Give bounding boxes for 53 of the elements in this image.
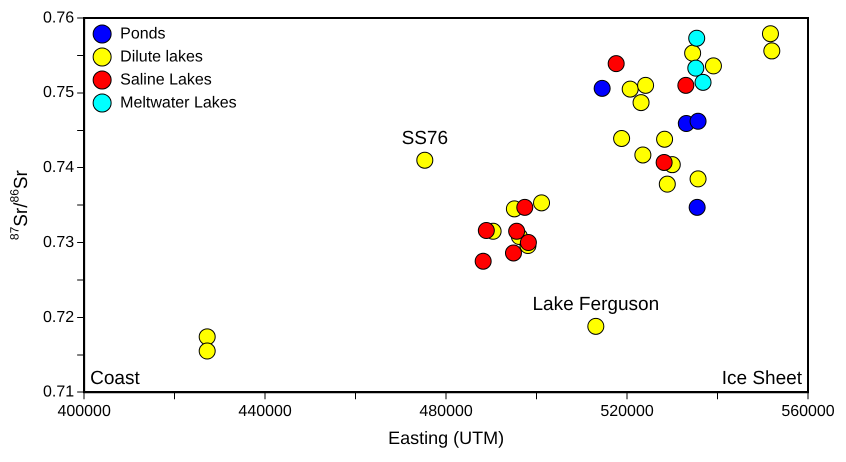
point: [508, 222, 526, 240]
point: [520, 234, 537, 252]
point: [198, 328, 216, 346]
y-tick-label: 0.73: [43, 234, 74, 251]
legend-label: Saline Lakes: [120, 71, 212, 88]
point: [637, 76, 654, 94]
annotation: Ice Sheet: [722, 368, 803, 389]
y-tick-label: 0.75: [43, 84, 74, 102]
point: [688, 30, 706, 47]
annotation: Coast: [90, 368, 140, 389]
annotation: Lake Ferguson: [532, 294, 660, 316]
point: [763, 42, 780, 60]
y-tick-label: 0.74: [43, 159, 74, 176]
point: [694, 74, 712, 91]
y-tick-label: 0.71: [43, 384, 74, 401]
point: [613, 130, 630, 147]
point: [622, 80, 639, 98]
point: [516, 198, 534, 216]
point: [632, 94, 650, 112]
point: [687, 60, 704, 77]
x-tick-label: 400000: [57, 403, 111, 420]
point: [587, 318, 604, 335]
x-tick-label: 560000: [781, 403, 835, 420]
point: [634, 146, 652, 164]
x-tick-label: 520000: [600, 403, 654, 420]
point: [684, 44, 702, 62]
x-tick-label: 480000: [419, 403, 473, 420]
point: [656, 154, 673, 171]
point: [533, 194, 550, 212]
legend-label: Meltwater Lakes: [120, 94, 237, 112]
point: [677, 76, 694, 94]
legend-label: Ponds: [120, 25, 166, 42]
y-axis-title: 87Sr/86Sr: [7, 169, 32, 240]
point: [704, 57, 722, 74]
point: [198, 342, 216, 360]
point: [762, 25, 779, 42]
y-tick-label: 0.72: [43, 308, 74, 326]
point: [474, 252, 492, 270]
point: [690, 112, 707, 130]
point: [478, 222, 495, 240]
point: [688, 198, 706, 216]
point: [594, 80, 611, 97]
point: [416, 152, 434, 169]
x-axis-title: Easting (UTM): [388, 428, 504, 448]
x-tick-label: 440000: [238, 403, 292, 420]
point: [656, 130, 674, 148]
point: [608, 55, 625, 72]
y-tick-label: 0.76: [43, 9, 74, 26]
annotation: SS76: [402, 128, 448, 149]
point: [658, 176, 676, 193]
point: [690, 170, 707, 188]
legend-label: Dilute lakes: [120, 48, 203, 66]
point: [504, 244, 522, 262]
